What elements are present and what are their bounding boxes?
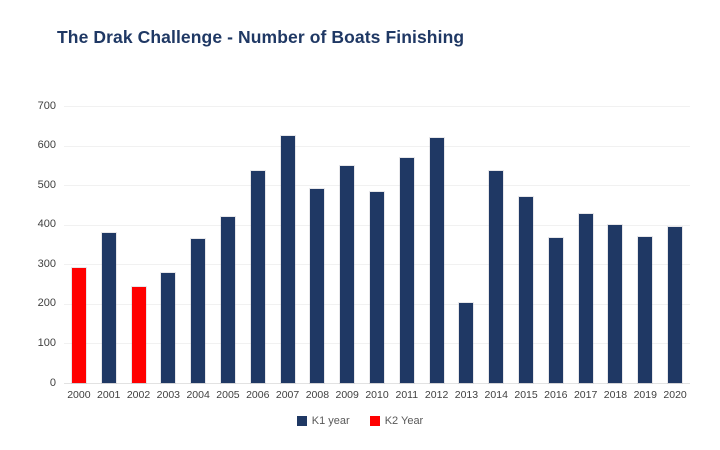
x-tick-label-2013: 2013 [454, 389, 479, 401]
bar-slot-2001 [94, 106, 124, 383]
x-tick-label-2007: 2007 [275, 389, 300, 401]
bar-2017-k1-year [578, 214, 593, 383]
y-tick-label-0: 0 [49, 376, 56, 389]
legend: K1 year K2 Year [0, 415, 720, 427]
y-tick-label-500: 500 [37, 178, 56, 191]
x-tick-label-2015: 2015 [514, 389, 538, 401]
bar-slot-2019 [630, 106, 660, 383]
x-tick-label-2010: 2010 [365, 389, 389, 401]
x-tick-label-2012: 2012 [424, 389, 449, 401]
x-tick-label-2018: 2018 [603, 389, 628, 401]
bar-slot-2006 [243, 106, 273, 383]
gridline-600 [64, 145, 690, 147]
x-tick-label-2001: 2001 [97, 389, 121, 401]
bar-slot-2014 [481, 106, 511, 383]
bar-slot-2008 [302, 106, 332, 383]
bar-slot-2018 [601, 106, 631, 383]
bar-slot-2012 [422, 106, 452, 383]
bar-2010-k1-year [369, 192, 384, 383]
bar-slot-2000 [64, 106, 94, 383]
bar-2019-k1-year [638, 236, 653, 383]
gridline-500 [64, 185, 690, 187]
y-tick-label-700: 700 [37, 99, 56, 112]
bar-slot-2010 [362, 106, 392, 383]
plot-area: 0 100 200 300 400 500 600 700 2000 2001 2002 2003 2… [38, 100, 690, 401]
bar-slot-2011 [392, 106, 422, 383]
bar-2011-k1-year [399, 158, 414, 383]
bar-slot-2007 [273, 106, 303, 383]
bar-slot-2004 [183, 106, 213, 383]
legend-swatch-icon [296, 416, 307, 426]
bar-2014-k1-year [489, 170, 504, 383]
x-tick-label-2005: 2005 [216, 389, 240, 401]
bar-slot-2013 [452, 106, 482, 383]
legend-item-k1-year: K1 year [296, 415, 350, 427]
x-tick-label-2017: 2017 [573, 389, 598, 401]
bar-2016-k1-year [548, 238, 563, 383]
y-tick-label-100: 100 [37, 336, 56, 349]
bar-2005-k1-year [220, 216, 235, 383]
legend-item-k2-year: K2 Year [369, 415, 424, 427]
x-tick-label-2011: 2011 [395, 389, 419, 401]
y-tick-label-200: 200 [37, 297, 56, 310]
x-tick-label-2016: 2016 [544, 389, 568, 401]
bar-slot-2017 [571, 106, 601, 383]
x-tick-label-2000: 2000 [67, 389, 91, 401]
x-tick-label-2006: 2006 [246, 389, 270, 401]
x-tick-label-2009: 2009 [335, 389, 359, 401]
bar-2000-k2-year [71, 268, 86, 383]
bar-2001-k1-year [101, 233, 116, 383]
legend-label: K1 year [311, 415, 350, 427]
gridline-700 [64, 106, 690, 107]
legend-label: K2 Year [384, 415, 424, 427]
x-tick-label-2004: 2004 [186, 389, 210, 401]
bar-2015-k1-year [519, 196, 534, 383]
bar-2013-k1-year [459, 303, 474, 383]
y-tick-label-300: 300 [37, 257, 56, 270]
bar-slot-2009 [332, 106, 362, 383]
gridline-0 [64, 383, 690, 384]
bar-2008-k1-year [310, 188, 325, 383]
bar-2009-k1-year [340, 166, 355, 383]
bar-2003-k1-year [161, 273, 176, 383]
bar-slot-2002 [124, 106, 154, 383]
bar-2020-k1-year [668, 227, 683, 383]
y-tick-label-600: 600 [37, 139, 56, 152]
legend-swatch-icon [369, 416, 380, 426]
bar-slot-2016 [541, 106, 571, 383]
x-tick-label-2019: 2019 [633, 389, 657, 401]
x-tick-label-2002: 2002 [126, 389, 151, 401]
bar-slot-2020 [660, 106, 690, 383]
bar-2012-k1-year [429, 138, 444, 383]
x-tick-label-2020: 2020 [663, 389, 687, 401]
x-tick-label-2008: 2008 [305, 389, 330, 401]
bar-2007-k1-year [280, 135, 295, 383]
y-tick-label-400: 400 [37, 218, 56, 231]
bar-slot-2003 [153, 106, 183, 383]
x-tick-label-2003: 2003 [156, 389, 180, 401]
bar-slot-2015 [511, 106, 541, 383]
bar-2018-k1-year [608, 224, 623, 383]
bar-2006-k1-year [250, 170, 265, 383]
x-tick-label-2014: 2014 [484, 389, 508, 401]
bar-2004-k1-year [191, 238, 206, 383]
bar-slot-2005 [213, 106, 243, 383]
chart-title: The Drak Challenge - Number of Boats Fin… [57, 27, 465, 47]
bar-2002-k2-year [131, 287, 146, 383]
